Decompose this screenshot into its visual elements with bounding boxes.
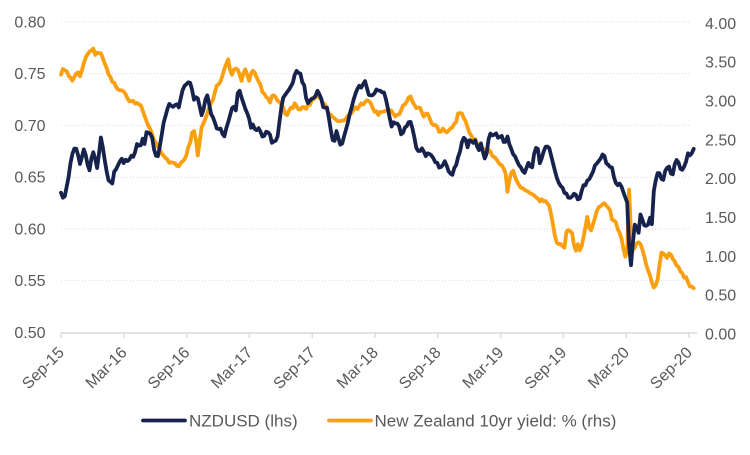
svg-text:2.50: 2.50 — [705, 132, 736, 149]
svg-text:0.50: 0.50 — [705, 288, 736, 305]
svg-text:0.80: 0.80 — [14, 14, 45, 31]
svg-text:New Zealand 10yr yield: % (rhs: New Zealand 10yr yield: % (rhs) — [375, 412, 617, 431]
svg-text:NZDUSD (lhs): NZDUSD (lhs) — [189, 412, 298, 431]
svg-text:4.00: 4.00 — [705, 16, 736, 33]
svg-text:3.50: 3.50 — [705, 55, 736, 72]
svg-text:0.50: 0.50 — [14, 325, 45, 342]
svg-text:0.00: 0.00 — [705, 327, 736, 344]
svg-text:0.55: 0.55 — [14, 273, 45, 290]
svg-text:2.00: 2.00 — [705, 171, 736, 188]
svg-text:0.75: 0.75 — [14, 66, 45, 83]
svg-text:0.70: 0.70 — [14, 118, 45, 135]
svg-text:0.65: 0.65 — [14, 170, 45, 187]
svg-text:0.60: 0.60 — [14, 221, 45, 238]
svg-text:1.50: 1.50 — [705, 210, 736, 227]
svg-text:3.00: 3.00 — [705, 94, 736, 111]
svg-text:1.00: 1.00 — [705, 249, 736, 266]
